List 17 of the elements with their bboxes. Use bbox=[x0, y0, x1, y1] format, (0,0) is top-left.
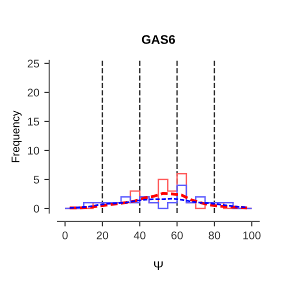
y-tick-label: 20 bbox=[28, 88, 40, 97]
x-tick-label: 100 bbox=[243, 231, 261, 240]
line-series bbox=[68, 192, 248, 210]
x-tick-label: 0 bbox=[62, 231, 68, 240]
chart-title: GAS6 bbox=[142, 35, 175, 44]
y-tick-label: 25 bbox=[28, 60, 40, 68]
y-tick-label: 0 bbox=[34, 204, 40, 213]
y-tick-label: 10 bbox=[28, 146, 40, 155]
line-series bbox=[68, 198, 248, 209]
x-tick-label: 80 bbox=[208, 231, 220, 240]
x-axis-title: Ψ bbox=[154, 261, 163, 270]
x-tick-label: 20 bbox=[96, 231, 108, 240]
y-axis-title: Frequency bbox=[12, 110, 22, 162]
y-tick-label: 5 bbox=[34, 176, 40, 184]
y-tick-label: 15 bbox=[28, 118, 40, 126]
x-tick-label: 40 bbox=[134, 231, 146, 240]
x-tick-label: 60 bbox=[171, 231, 183, 240]
